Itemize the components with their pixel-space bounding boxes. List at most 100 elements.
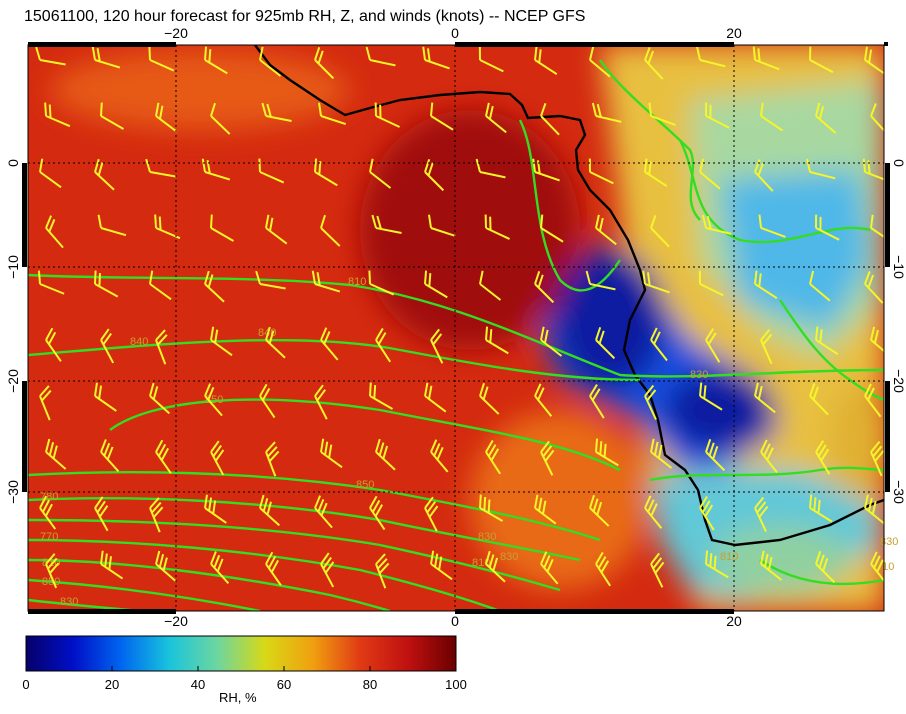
wind-barb: [204, 46, 228, 75]
y-tick-left-1: 0: [5, 159, 21, 167]
frame-ticks: [22, 42, 890, 614]
wind-barb: [430, 439, 449, 473]
wind-barb: [201, 158, 231, 181]
wind-barb: [94, 270, 119, 298]
wind-barb: [94, 382, 117, 412]
wind-barb: [45, 438, 67, 470]
wind-barb: [430, 102, 454, 131]
wind-barb: [534, 383, 553, 417]
wind-barb: [540, 440, 555, 476]
contour-label: 810: [348, 276, 366, 288]
wind-barb: [758, 214, 786, 238]
wind-barb: [644, 495, 663, 529]
wind-barb: [864, 494, 884, 526]
y-tick-right-3: −20: [891, 369, 906, 393]
wind-barb: [45, 553, 60, 589]
wind-barb: [39, 385, 52, 421]
wind-barb: [314, 495, 333, 529]
x-tick-top-3: 20: [726, 25, 742, 41]
wind-barb: [485, 102, 507, 134]
wind-barb: [155, 102, 178, 133]
x-tick-bottom-2: 0: [451, 613, 459, 629]
wind-barb: [145, 158, 176, 178]
wind-barb: [534, 46, 558, 75]
wind-barb: [485, 326, 509, 355]
wind-barb: [595, 551, 611, 587]
wind-barb: [368, 270, 395, 296]
wind-barb: [760, 102, 784, 132]
wind-barb: [428, 214, 457, 237]
wind-barb: [149, 382, 170, 415]
wind-barb: [870, 103, 884, 136]
wind-barb: [100, 328, 115, 364]
wind-barb: [261, 102, 292, 122]
colorbar-title: RH, %: [219, 690, 257, 705]
wind-barb: [265, 551, 282, 586]
colorbar: [25, 635, 457, 672]
wind-barb: [595, 214, 617, 246]
y-tick-right-1: 0: [891, 159, 906, 167]
wind-barb: [485, 439, 501, 475]
wind-barb: [484, 214, 510, 240]
wind-barb: [698, 270, 724, 297]
contour-label: 830: [880, 536, 898, 548]
wind-barb: [870, 326, 884, 358]
wind-barb: [422, 46, 450, 70]
wind-barb: [204, 383, 223, 417]
colorbar-ticks: 0 20 40 60 80 100: [22, 666, 467, 692]
wind-barb: [760, 329, 773, 365]
wind-barb: [864, 46, 884, 76]
wind-barb: [699, 158, 721, 190]
wind-barb: [210, 551, 230, 584]
wind-barb: [485, 550, 506, 583]
x-tick-top-1: −20: [164, 25, 188, 41]
wind-barb: [809, 494, 833, 523]
wind-barb: [815, 102, 837, 134]
wind-barb: [255, 270, 286, 290]
wind-barb: [91, 46, 121, 69]
wind-barb: [265, 441, 280, 477]
wind-barb: [97, 214, 127, 237]
colorbar-tick-label: 100: [445, 677, 467, 692]
wind-barb: [705, 550, 729, 579]
wind-barb: [100, 439, 120, 472]
wind-barb: [696, 46, 726, 68]
wind-barb: [210, 102, 231, 135]
wind-barb: [754, 159, 774, 192]
wind-barb: [870, 214, 884, 244]
wind-barb: [701, 214, 732, 235]
contour-label: 840: [130, 336, 148, 348]
wind-barb: [754, 496, 769, 532]
wind-barb: [210, 440, 225, 476]
wind-barb: [815, 326, 839, 355]
wind-barb: [375, 438, 396, 471]
wind-barb: [148, 46, 175, 72]
wind-barb: [864, 271, 884, 304]
wind-barb: [534, 270, 555, 304]
wind-barb: [475, 158, 506, 179]
contour-label: 810: [720, 551, 738, 563]
wind-barb: [815, 440, 831, 475]
wind-barb: [365, 46, 396, 67]
colorbar-tick-label: 80: [363, 677, 377, 692]
contour-label: 850: [356, 479, 374, 491]
wind-barb: [479, 382, 500, 415]
wind-barb: [94, 496, 109, 532]
wind-barb: [35, 46, 66, 66]
x-tick-bottom-3: 20: [726, 613, 742, 629]
y-tick-left-2: −10: [5, 255, 21, 279]
wind-barb: [149, 270, 172, 301]
wind-barb: [699, 382, 723, 411]
wind-barb: [815, 214, 840, 241]
wind-barb: [754, 382, 776, 414]
wind-barb: [534, 494, 557, 525]
wind-barb: [479, 494, 504, 522]
wind-barb: [259, 383, 276, 419]
wind-barb: [699, 496, 715, 531]
wind-barb: [591, 102, 622, 123]
y-tick-right-4: −30: [891, 480, 906, 504]
wind-barb: [424, 158, 445, 192]
wind-barb: [155, 329, 168, 365]
wind-barb: [39, 495, 57, 530]
wind-barb: [318, 102, 347, 125]
